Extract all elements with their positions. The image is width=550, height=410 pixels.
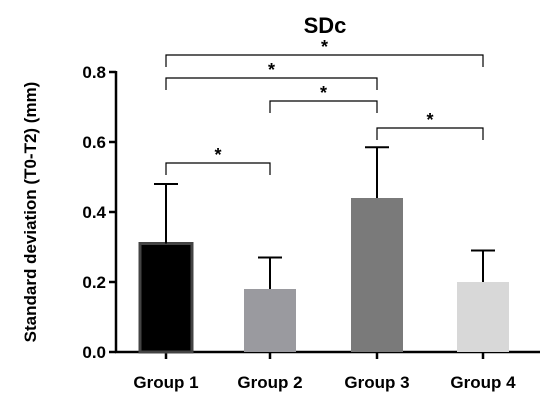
plot-area: 0.0 0.2 0.4 0.6 0.8 Group 1 Group 2 Group 3 Grou… bbox=[82, 37, 540, 392]
x-tick-label: Group 2 bbox=[237, 373, 302, 392]
x-tick-label: Group 4 bbox=[450, 373, 516, 392]
x-tick-label: Group 3 bbox=[344, 373, 409, 392]
significance-label: * bbox=[214, 145, 221, 165]
significance-label: * bbox=[320, 83, 327, 103]
y-tick-label: 0.4 bbox=[82, 203, 106, 222]
significance-bracket bbox=[269, 100, 378, 113]
chart-title: SDc bbox=[304, 13, 347, 38]
significance-bracket bbox=[165, 162, 271, 175]
x-tick-label: Group 1 bbox=[133, 373, 198, 392]
bar bbox=[351, 198, 403, 352]
y-tick-label: 0.2 bbox=[82, 273, 106, 292]
y-tick-label: 0.8 bbox=[82, 63, 106, 82]
significance-label: * bbox=[321, 37, 328, 57]
y-axis-label: Standard deviation (T0-T2) (mm) bbox=[21, 82, 40, 343]
significance-label: * bbox=[268, 60, 275, 80]
significance-bracket bbox=[165, 54, 484, 67]
y-tick-label: 0.6 bbox=[82, 133, 106, 152]
significance-bracket bbox=[165, 77, 378, 90]
bar bbox=[138, 242, 194, 354]
y-tick-label: 0.0 bbox=[82, 343, 106, 362]
bar bbox=[244, 289, 296, 352]
significance-bracket bbox=[376, 127, 484, 140]
significance-label: * bbox=[426, 110, 433, 130]
bar bbox=[457, 282, 509, 352]
